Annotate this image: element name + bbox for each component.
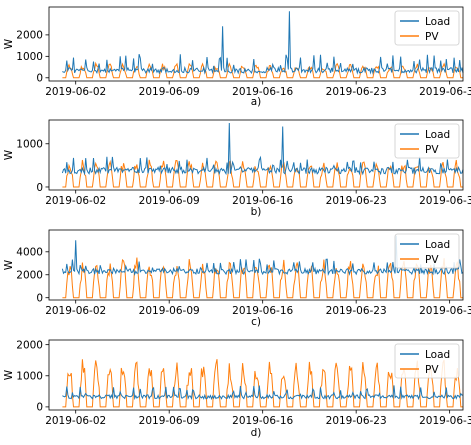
x-tick-label: 2019-06-30 xyxy=(419,195,471,207)
panel-1: 0 1000 2000 2019-06-02 2019-06-09 2019-06-16 2… xyxy=(3,6,471,108)
x-tick-label: 2019-06-09 xyxy=(139,86,200,98)
y-tick-label: 1000 xyxy=(16,371,43,383)
x-tick-label: 2019-06-23 xyxy=(326,415,387,427)
y-tick-label: 4000 xyxy=(16,247,43,259)
panel-3: 0 2000 4000 2019-06-02 2019-06-09 2019-06-16 2… xyxy=(3,229,471,328)
legend-label-pv: PV xyxy=(425,254,439,266)
y-axis-label: W xyxy=(3,38,15,49)
y-tick-label: 1000 xyxy=(16,139,43,151)
x-tick-label: 2019-06-30 xyxy=(419,415,471,427)
legend-label-pv: PV xyxy=(425,364,439,376)
legend: Load PV xyxy=(394,10,460,46)
series-line-pv xyxy=(62,61,463,79)
y-axis-label: W xyxy=(3,259,15,270)
series-line-load xyxy=(62,11,464,75)
series-line-load xyxy=(61,122,464,176)
axes-frame xyxy=(48,339,464,411)
x-tick-label: 2019-06-16 xyxy=(232,86,293,98)
x-tick-label: 2019-06-09 xyxy=(139,305,200,317)
panel-caption: b) xyxy=(251,206,262,218)
y-tick-label: 1000 xyxy=(16,51,43,63)
legend-label-pv: PV xyxy=(425,31,439,43)
x-tick-label: 2019-06-16 xyxy=(232,195,293,207)
series-line-pv xyxy=(62,359,463,408)
y-axis-label: W xyxy=(3,149,15,160)
y-tick-label: 0 xyxy=(36,182,43,194)
x-tick-label: 2019-06-16 xyxy=(232,415,293,427)
legend-label-load: Load xyxy=(425,129,450,141)
legend-label-load: Load xyxy=(425,239,450,251)
panel-caption: a) xyxy=(251,96,262,108)
x-tick-label: 2019-06-02 xyxy=(45,86,106,98)
legend: Load PV xyxy=(394,123,460,159)
panel-4: 0 1000 2000 2019-06-02 2019-06-09 2019-06-16 2… xyxy=(3,339,471,439)
y-tick-label: 0 xyxy=(36,73,43,85)
legend-label-load: Load xyxy=(425,16,450,28)
axes-frame xyxy=(48,229,464,301)
y-tick-label: 0 xyxy=(36,402,43,414)
x-tick-label: 2019-06-02 xyxy=(45,195,106,207)
series-line-load xyxy=(62,385,464,401)
y-tick-label: 0 xyxy=(36,293,43,305)
legend-label-pv: PV xyxy=(425,144,439,156)
x-tick-label: 2019-06-30 xyxy=(419,86,471,98)
y-tick-label: 2000 xyxy=(16,339,43,351)
panel-2: 0 1000 2019-06-02 2019-06-09 2019-06-16 2019-… xyxy=(3,119,471,218)
series-line-pv xyxy=(62,159,463,188)
x-tick-label: 2019-06-02 xyxy=(45,415,106,427)
x-tick-label: 2019-06-09 xyxy=(139,415,200,427)
x-tick-label: 2019-06-16 xyxy=(232,305,293,317)
y-tick-label: 2000 xyxy=(16,30,43,42)
panel-caption: d) xyxy=(251,427,262,439)
axes-frame xyxy=(48,6,464,82)
legend-label-load: Load xyxy=(425,349,450,361)
x-tick-label: 2019-06-23 xyxy=(326,305,387,317)
x-tick-label: 2019-06-23 xyxy=(326,86,387,98)
x-tick-label: 2019-06-02 xyxy=(45,305,106,317)
x-tick-label: 2019-06-09 xyxy=(139,195,200,207)
panel-caption: c) xyxy=(251,316,261,328)
y-tick-label: 2000 xyxy=(16,270,43,282)
y-axis-label: W xyxy=(3,369,15,380)
x-tick-label: 2019-06-23 xyxy=(326,195,387,207)
series-line-pv xyxy=(62,257,463,299)
x-tick-label: 2019-06-30 xyxy=(419,305,471,317)
axes-frame xyxy=(48,119,464,191)
legend: Load PV xyxy=(394,233,460,269)
legend: Load PV xyxy=(394,343,460,379)
